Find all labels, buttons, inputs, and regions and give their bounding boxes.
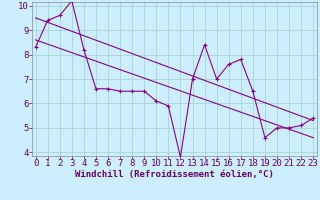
X-axis label: Windchill (Refroidissement éolien,°C): Windchill (Refroidissement éolien,°C) [75, 170, 274, 179]
